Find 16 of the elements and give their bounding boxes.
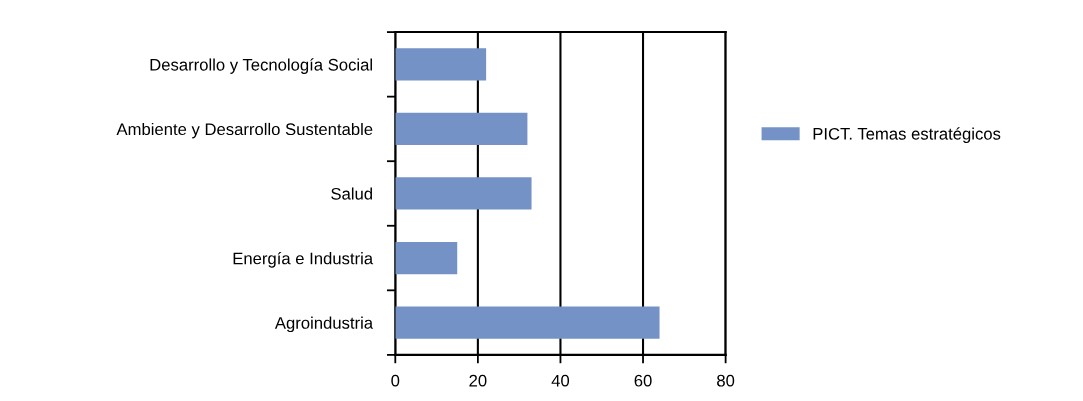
bar xyxy=(395,112,528,146)
x-tick-label: 40 xyxy=(551,374,570,387)
y-tick-label: Agroindustria xyxy=(274,316,374,333)
x-tick-label: 0 xyxy=(391,374,400,387)
x-tick-label: 20 xyxy=(469,374,487,387)
y-tick-label: Desarrollo y Tecnología Social xyxy=(150,58,372,74)
legend-label: PICT. Temas estratégicos xyxy=(813,127,1001,144)
y-tick-label: Energía e Industria xyxy=(233,251,374,268)
x-tick-label: 80 xyxy=(717,374,735,387)
y-tick-label: Ambiente y Desarrollo Sustentable xyxy=(116,122,373,139)
bar xyxy=(395,177,532,210)
bar xyxy=(395,306,660,339)
y-tick-label: Salud xyxy=(331,187,372,200)
bar xyxy=(395,48,487,81)
x-tick-label: 60 xyxy=(634,374,652,387)
bar xyxy=(395,241,458,275)
